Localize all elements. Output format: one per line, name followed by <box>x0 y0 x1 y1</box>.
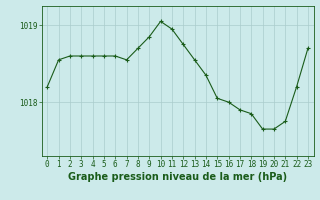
X-axis label: Graphe pression niveau de la mer (hPa): Graphe pression niveau de la mer (hPa) <box>68 172 287 182</box>
